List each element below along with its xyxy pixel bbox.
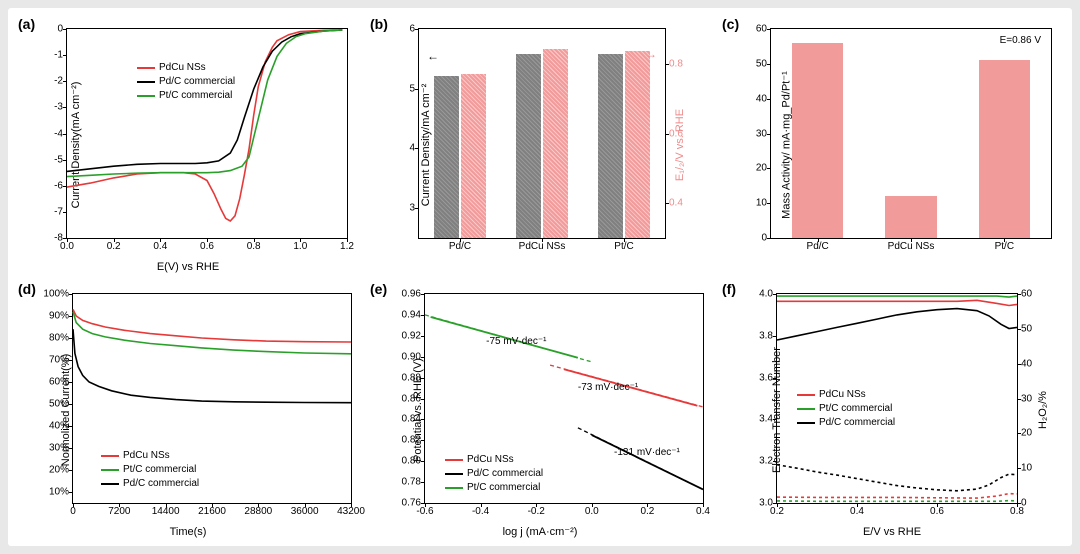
- panel-e-plot: -0.6-0.4-0.20.00.20.40.760.780.800.820.8…: [424, 293, 704, 504]
- panel-a-plot: 0.00.20.40.60.81.01.2-8-7-6-5-4-3-2-10Pd…: [66, 28, 348, 239]
- panel-b-label: (b): [370, 16, 388, 32]
- panel-d: (d) Normolized Current(%) Time(s) 072001…: [14, 279, 362, 540]
- bar-mass-activity: [979, 60, 1030, 238]
- panel-e-label: (e): [370, 281, 387, 297]
- annotation-e-value: E=0.86 V: [1000, 35, 1041, 46]
- panel-e: (e) Potential vs. RHE (V) log j (mA·cm⁻²…: [366, 279, 714, 540]
- panel-c-label: (c): [722, 16, 739, 32]
- panel-c-plot: 0102030405060Pd/CPdCu NSsPt/CE=0.86 V: [770, 28, 1052, 239]
- panel-b-plot: 34560.40.60.8Pd/CPdCu NSsPt/C←→: [418, 28, 666, 239]
- arrow-right-icon: →: [645, 47, 657, 61]
- bar-current-density: [598, 54, 623, 238]
- panel-f-y2label: H₂O₂/%: [1037, 391, 1049, 429]
- panel-f-label: (f): [722, 281, 736, 297]
- tafel-slope-annotation: -131 mV·dec⁻¹: [614, 447, 680, 458]
- figure-container: (a) Current Density(mA cm⁻²) E(V) vs RHE…: [8, 8, 1072, 546]
- panel-d-label: (d): [18, 281, 36, 297]
- panel-d-plot: 07200144002160028800360004320010%20%30%4…: [72, 293, 352, 504]
- bar-half-wave: [543, 49, 568, 238]
- panel-a-label: (a): [18, 16, 35, 32]
- bar-half-wave: [461, 74, 486, 238]
- bar-mass-activity: [792, 43, 843, 238]
- arrow-left-icon: ←: [427, 49, 439, 63]
- bar-half-wave: [625, 51, 650, 238]
- panel-e-xlabel: log j (mA·cm⁻²): [503, 525, 578, 538]
- panel-f-xlabel: E/V vs RHE: [863, 526, 921, 538]
- tafel-slope-annotation: -73 mV·dec⁻¹: [578, 382, 638, 393]
- tafel-slope-annotation: -75 mV·dec⁻¹: [486, 336, 546, 347]
- panel-a: (a) Current Density(mA cm⁻²) E(V) vs RHE…: [14, 14, 362, 275]
- bar-mass-activity: [885, 196, 936, 238]
- panel-b: (b) Current Density/mA cm⁻² E₁/₂/V vs. R…: [366, 14, 714, 275]
- panel-a-xlabel: E(V) vs RHE: [157, 261, 219, 273]
- panel-c: (c) Mass Activity/ mA·mg_Pd/Pt⁻¹ 0102030…: [718, 14, 1066, 275]
- panel-b-y2label: E₁/₂/V vs. RHE: [674, 108, 686, 180]
- bar-current-density: [434, 76, 459, 238]
- panel-f: (f) Electron Transfer Number H₂O₂/% E/V …: [718, 279, 1066, 540]
- panel-d-xlabel: Time(s): [170, 526, 207, 538]
- bar-current-density: [516, 54, 541, 238]
- panel-f-plot: 0.20.40.60.83.03.23.43.63.84.00102030405…: [776, 293, 1018, 504]
